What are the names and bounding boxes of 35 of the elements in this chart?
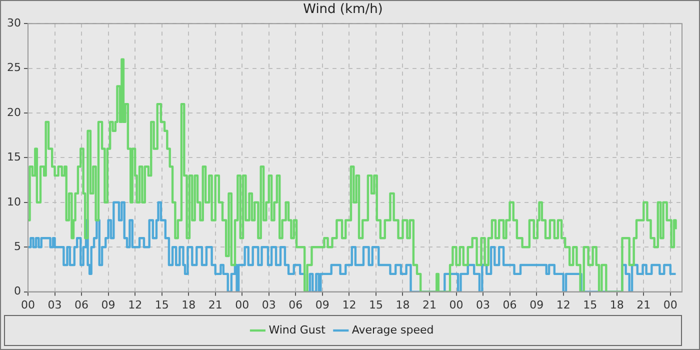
y-tick-label: 0 xyxy=(14,284,21,298)
x-tick-label: 18 xyxy=(396,298,410,312)
y-tick-label: 5 xyxy=(14,240,21,253)
y-tick-label: 15 xyxy=(6,150,21,164)
y-tick-label: 25 xyxy=(6,61,21,74)
x-tick-label: 03 xyxy=(262,298,276,312)
x-tick-label: 00 xyxy=(449,298,464,312)
x-tick-label: 18 xyxy=(610,298,624,312)
x-tick-label: 06 xyxy=(502,298,517,312)
x-tick-label: 09 xyxy=(101,298,116,312)
x-tick-label: 12 xyxy=(556,298,570,312)
x-tick-label: 21 xyxy=(208,298,222,312)
x-tick-label: 18 xyxy=(182,298,196,312)
x-tick-label: 09 xyxy=(315,298,330,312)
legend-label: Wind Gust xyxy=(268,323,326,336)
x-tick-label: 06 xyxy=(74,298,89,312)
x-tick-label: 09 xyxy=(530,298,544,312)
x-tick-label: 03 xyxy=(476,298,490,312)
y-tick-label: 20 xyxy=(6,106,21,119)
x-tick-label: 21 xyxy=(636,298,651,312)
chart-title: Wind (km/h) xyxy=(303,2,383,18)
x-tick-label: 15 xyxy=(154,298,169,312)
x-tick-label: 00 xyxy=(663,298,678,312)
x-tick-label: 03 xyxy=(48,298,62,312)
legend-label: Average speed xyxy=(352,323,434,336)
x-tick-label: 15 xyxy=(583,298,598,312)
x-tick-label: 00 xyxy=(235,298,250,312)
x-tick-label: 21 xyxy=(422,298,436,312)
x-tick-label: 12 xyxy=(342,298,356,312)
y-tick-label: 10 xyxy=(6,195,21,208)
y-tick-label: 30 xyxy=(6,16,21,30)
x-tick-label: 15 xyxy=(368,298,383,312)
x-tick-label: 06 xyxy=(288,298,303,312)
x-tick-label: 00 xyxy=(20,298,35,312)
x-tick-label: 12 xyxy=(128,298,142,312)
